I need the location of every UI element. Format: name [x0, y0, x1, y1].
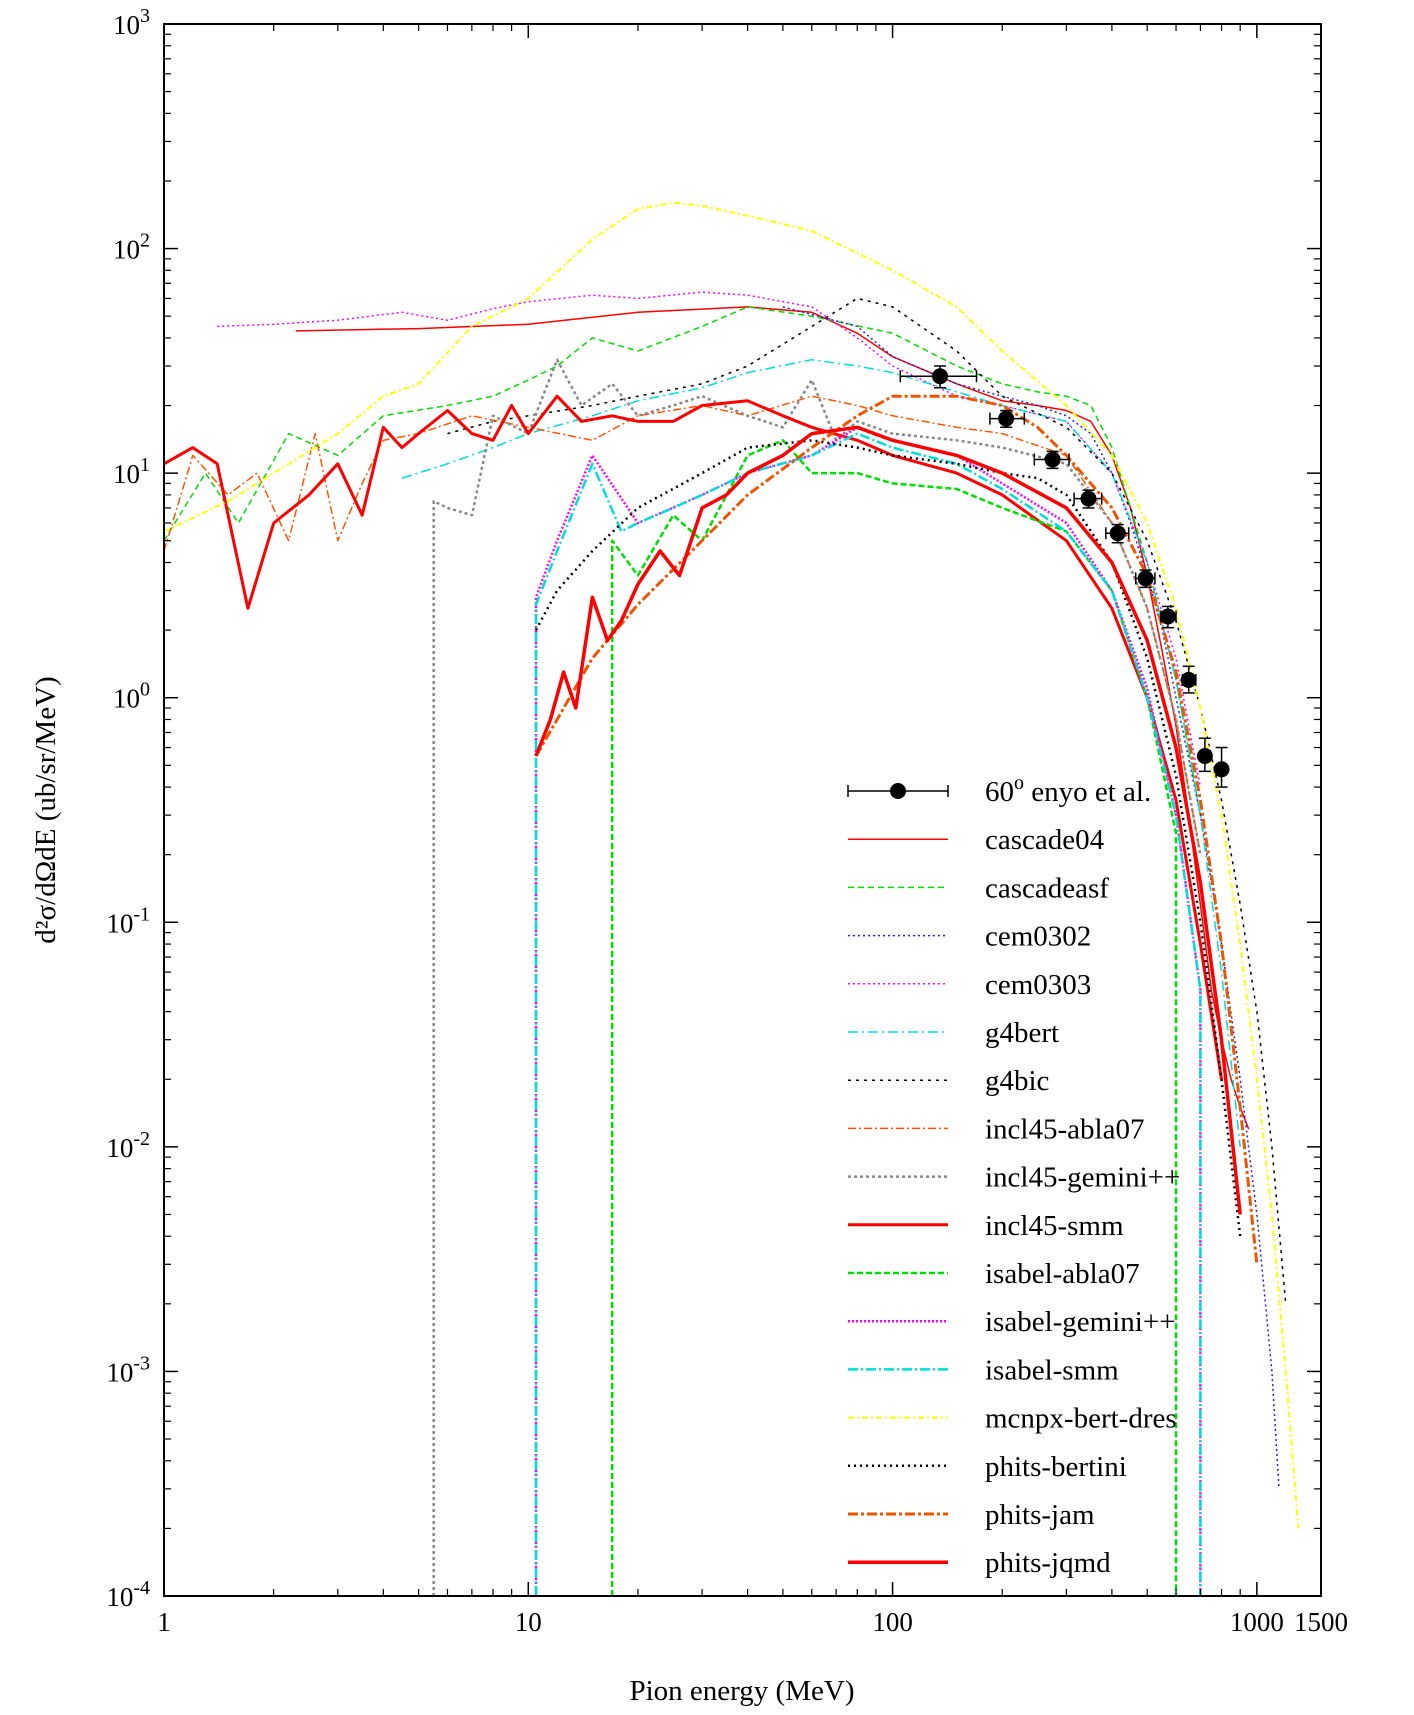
- experiment-marker: [1109, 525, 1126, 542]
- data-point: [1033, 450, 1070, 470]
- legend-item: cem0303: [848, 969, 1091, 1001]
- legend-item: incl45-gemini++: [848, 1162, 1180, 1194]
- series-line-phits-jqmd: [534, 425, 1242, 1215]
- experiment-marker: [1213, 761, 1230, 778]
- series-line-g4bert: [401, 358, 1241, 1147]
- series-line-cascade04: [295, 306, 1250, 1130]
- data-point: [1073, 489, 1103, 509]
- x-tick-label: 100: [872, 1607, 913, 1637]
- series-line-g4bic: [447, 297, 1287, 1304]
- legend-label: phits-bertini: [985, 1451, 1127, 1483]
- experiment-marker: [932, 368, 949, 385]
- legend-label: incl45-gemini++: [985, 1162, 1180, 1194]
- series-line-incl45-abla07: [164, 395, 1202, 855]
- legend-item: phits-jam: [848, 1499, 1095, 1531]
- legend-item: g4bic: [848, 1065, 1049, 1097]
- legend-label: 60o enyo et al.: [985, 772, 1151, 808]
- legend-label: incl45-smm: [985, 1210, 1124, 1242]
- legend-item: incl45-abla07: [848, 1113, 1144, 1145]
- experiment-marker: [1080, 490, 1097, 507]
- legend-item: isabel-smm: [848, 1354, 1119, 1386]
- series-line-phits-jam: [534, 394, 1259, 1265]
- legend-label: cem0302: [985, 921, 1091, 953]
- legend-label: phits-jqmd: [985, 1547, 1111, 1579]
- experiment-marker: [1044, 451, 1061, 468]
- legend-item: g4bert: [848, 1017, 1059, 1049]
- legend-marker: [890, 783, 906, 799]
- y-axis-title: d²σ/dΩdE (ub/sr/MeV): [30, 676, 62, 943]
- experiment-marker: [1137, 570, 1154, 587]
- x-axis-title: Pion energy (MeV): [630, 1675, 855, 1707]
- legend: 60o enyo et al. cascade04 cascadeasf cem030…: [847, 772, 1180, 1579]
- x-tick-label: 1500: [1294, 1607, 1348, 1637]
- data-point: [1180, 665, 1197, 694]
- data-point: [1134, 569, 1156, 589]
- x-tick-label: 10: [515, 1607, 542, 1637]
- series-line-incl45-gemini++: [432, 358, 1202, 1596]
- legend-item: cascade04: [848, 824, 1105, 856]
- legend-label: isabel-gemini++: [985, 1306, 1176, 1338]
- legend-label: isabel-smm: [985, 1354, 1119, 1386]
- experiment-markers: [899, 365, 1230, 788]
- data-point: [899, 365, 978, 389]
- data-point: [1213, 746, 1230, 788]
- series-curves: [164, 201, 1300, 1596]
- legend-item: phits-bertini: [848, 1451, 1127, 1483]
- y-tick-label: 10-2: [106, 1128, 150, 1163]
- x-tick-label: 1: [157, 1607, 171, 1637]
- legend-item: isabel-abla07: [848, 1258, 1140, 1290]
- y-tick-label: 10-3: [106, 1352, 150, 1387]
- legend-item: isabel-gemini++: [848, 1306, 1176, 1338]
- y-tick-label: 101: [113, 454, 150, 489]
- legend-label: incl45-abla07: [985, 1113, 1144, 1145]
- y-tick-label: 10-1: [106, 903, 150, 938]
- x-tick-label: 1000: [1230, 1607, 1284, 1637]
- y-tick-label: 102: [113, 230, 150, 265]
- legend-label: phits-jam: [985, 1499, 1095, 1531]
- legend-label: mcnpx-bert-dres: [985, 1403, 1177, 1435]
- experiment-marker: [1196, 748, 1213, 765]
- legend-label: cascadeasf: [985, 872, 1109, 904]
- data-point: [989, 409, 1026, 429]
- axes: 1 10 100 1000 1500 10-4 10-3 10-2 10-1 100 101 102 1…: [106, 5, 1348, 1637]
- legend-item: incl45-smm: [848, 1210, 1124, 1242]
- legend-item: mcnpx-bert-dres: [848, 1403, 1177, 1435]
- data-point: [1105, 523, 1130, 544]
- series-line-incl45-smm: [164, 394, 1223, 1080]
- legend-label: cascade04: [985, 824, 1105, 856]
- experiment-marker: [998, 410, 1015, 427]
- legend-item: cem0302: [848, 921, 1091, 953]
- series-line-cem0302: [782, 306, 1280, 1489]
- y-tick-label: 100: [113, 679, 150, 714]
- data-point: [1159, 605, 1177, 629]
- legend-label: g4bert: [985, 1017, 1059, 1049]
- experiment-marker: [1159, 608, 1176, 625]
- plot-frame: [163, 23, 1322, 1597]
- experiment-marker: [1180, 671, 1197, 688]
- legend-item: cascadeasf: [848, 872, 1109, 904]
- data-point: [1196, 737, 1213, 773]
- series-line-isabel-abla07: [610, 439, 1178, 1596]
- legend-label: isabel-abla07: [985, 1258, 1140, 1290]
- legend-item: phits-jqmd: [848, 1547, 1111, 1579]
- series-line-cascadeasf: [164, 306, 1202, 816]
- series-line-mcnpx-bert-dres: [164, 201, 1300, 1529]
- legend-item: 60o enyo et al.: [847, 772, 1151, 808]
- y-tick-label: 103: [113, 5, 150, 40]
- legend-label: g4bic: [985, 1065, 1049, 1097]
- series-line-cem0303: [217, 291, 1202, 788]
- legend-label: cem0303: [985, 969, 1091, 1001]
- y-tick-label: 10-4: [106, 1577, 150, 1612]
